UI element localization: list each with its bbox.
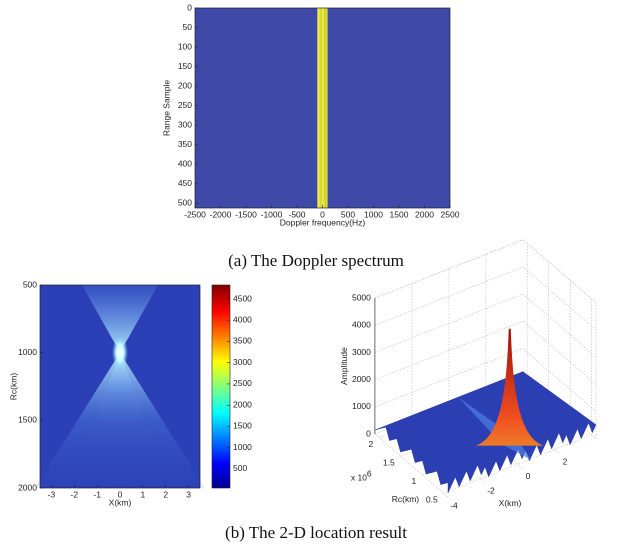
band-texture [325,8,327,208]
x-tick-label: -3 [48,489,56,499]
y-tick-label: 0.5 [426,495,438,505]
y-axis-label: Range Sample [161,80,171,137]
caption: (b) The 2-D location result [225,523,407,542]
x-tick-label: -2 [71,489,79,499]
x-tick-label: -2 [487,486,495,496]
grid-line [374,348,597,412]
colorbar-tick-label: 500 [233,463,247,473]
y-tick-label: 1.5 [383,458,395,468]
y-tick-label: 400 [178,159,192,169]
y-tick-label: 2000 [18,482,37,492]
colorbar-tick-label: 4500 [233,293,252,303]
z-tick-label: 3000 [352,347,371,357]
colorbar-tick-label: 1500 [233,421,252,431]
y-offset-exponent: 6 [367,468,372,478]
grid-line [374,320,597,385]
band-texture [318,8,320,208]
y-tick-label: 50 [183,22,193,32]
x-tick-label: 1500 [390,209,409,219]
x-tick-label: -1000 [261,209,283,219]
colorbar-tick-label: 3000 [233,357,252,367]
x-tick-label: -2000 [210,209,232,219]
z-tick-label: 1000 [352,401,371,411]
y-tick-label: 350 [178,139,192,149]
box-edge [374,239,597,439]
y-axis-label: Rc(km) [392,494,420,504]
y-tick-label: 500 [178,198,192,208]
y-axis-label: Rc(km) [8,373,18,401]
surface-floor [374,371,597,493]
x-axis-label: X(km) [109,497,132,507]
colorbar-tick-label: 4000 [233,314,252,324]
grid-line [443,298,593,494]
y-tick-label: 100 [178,41,192,51]
y-tick-label: 1000 [18,347,37,357]
x-axis-label: X(km) [499,498,522,508]
y-offset-text: x 10 [351,472,367,482]
y-tick-label: 1500 [18,415,37,425]
x-tick-label: -4 [450,500,458,510]
x-tick-label: 2000 [415,209,434,219]
x-tick-label: -500 [288,209,305,219]
grid-line [374,239,597,303]
z-tick-label: 0 [366,428,371,438]
z-tick-label: 2000 [352,374,371,384]
x-tick-label: -2500 [184,209,206,219]
y-tick-label: 0 [187,2,192,12]
x-tick-label: 1 [140,489,145,499]
band-texture [320,8,322,208]
z-axis-label: Amplitude [339,347,349,385]
y-tick-label: 250 [178,100,192,110]
band-texture [322,8,324,208]
x-tick-label: 0 [118,489,123,499]
x-tick-label: 2500 [441,209,460,219]
z-tick-label: 5000 [352,292,371,302]
cone-lower-core [90,352,150,433]
grid-line [374,266,597,331]
x-tick-label: 2 [563,456,568,466]
x-tick-label: 0 [320,209,325,219]
colorbar-tick-label: 2000 [233,399,252,409]
y-tick-label: 1 [411,476,416,486]
x-tick-label: 3 [186,489,191,499]
caption: (a) The Doppler spectrum [228,251,404,270]
colorbar [211,284,231,489]
x-tick-label: -1 [93,489,101,499]
band-texture [317,8,319,208]
y-tick-label: 150 [178,61,192,71]
x-tick-label: 2 [163,489,168,499]
y-tick-label: 450 [178,178,192,188]
peak [112,336,128,369]
band-texture [324,8,326,208]
x-axis-label: Doppler frequency(Hz) [280,217,366,227]
grid-line [374,293,597,358]
x-tick-label: 1000 [364,209,383,219]
colorbar-tick-label: 2500 [233,378,252,388]
y-tick-label: 2 [368,439,373,449]
y-tick-label: 500 [23,279,37,289]
x-tick-label: -1500 [235,209,257,219]
colorbar-tick-label: 1000 [233,442,252,452]
cone-upper [82,285,158,353]
y-tick-label: 200 [178,80,192,90]
z-tick-label: 4000 [352,320,371,330]
surface-peak [475,328,544,446]
x-tick-label: 0 [526,471,531,481]
y-tick-label: 300 [178,119,192,129]
x-tick-label: 500 [341,209,355,219]
colorbar-tick-label: 3500 [233,336,252,346]
